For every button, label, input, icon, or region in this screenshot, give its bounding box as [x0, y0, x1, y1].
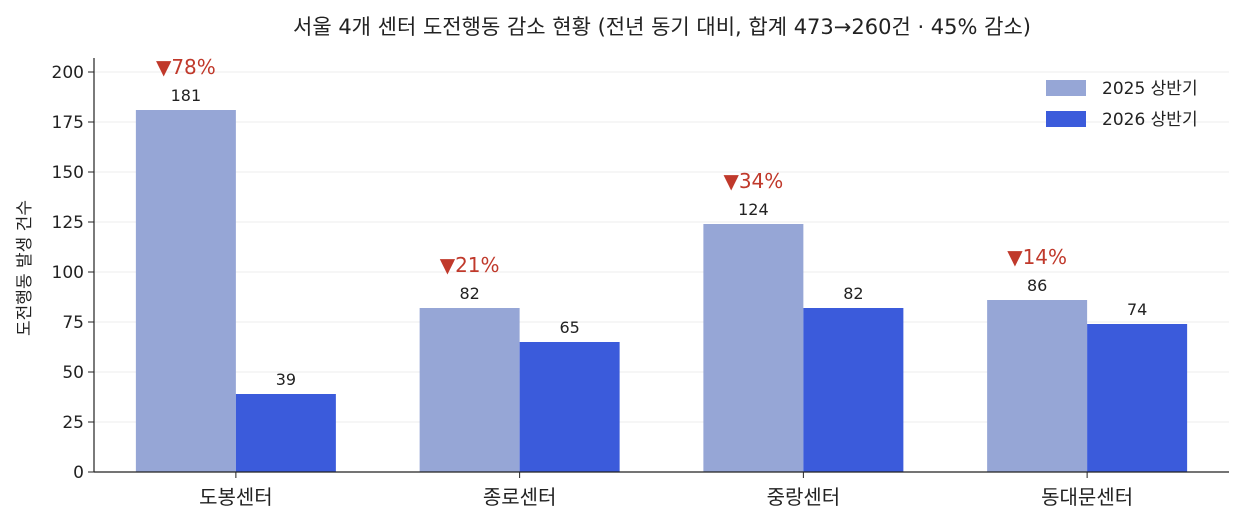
bar-value-label: 181: [171, 86, 202, 105]
legend-label: 2026 상반기: [1102, 110, 1198, 130]
legend-swatch: [1046, 111, 1086, 127]
axes: 0 25 50 75 100 125 150 175 200 도봉센터 종로센터 중랑센터 동대문센터: [52, 58, 1229, 509]
y-tick-label: 100: [52, 263, 84, 283]
legend-swatch: [1046, 80, 1086, 96]
y-tick-label: 25: [62, 413, 84, 433]
labels: 181 39 ▼78% 82 65 ▼21% 124 82 ▼34% 86 74 ▼14%: [156, 55, 1147, 389]
x-tick-label: 도봉센터: [199, 485, 273, 509]
y-axis-label: 도전행동 발생 건수: [15, 200, 35, 336]
x-tick-label: 동대문센터: [1041, 485, 1133, 509]
bar-value-label: 124: [738, 200, 769, 219]
y-tick-label: 175: [52, 113, 84, 133]
bar-2025: [419, 308, 520, 472]
bar-value-label: 65: [559, 318, 579, 337]
bars: [135, 110, 1188, 472]
bar-2025: [987, 300, 1088, 472]
bar-2025: [135, 110, 236, 472]
chart-title: 서울 4개 센터 도전행동 감소 현황 (전년 동기 대비, 합계 473→26…: [293, 15, 1031, 39]
bar-2026: [803, 308, 904, 472]
reduction-label: ▼78%: [156, 55, 216, 79]
bar-value-label: 86: [1027, 276, 1047, 295]
reduction-label: ▼14%: [1007, 245, 1067, 269]
reduction-label: ▼21%: [440, 253, 500, 277]
legend: 2025 상반기 2026 상반기: [1046, 79, 1198, 130]
y-tick-label: 0: [73, 463, 84, 483]
bar-2025: [703, 224, 804, 472]
y-tick-label: 150: [52, 163, 84, 183]
reduction-label: ▼34%: [723, 169, 783, 193]
y-tick-label: 125: [52, 213, 84, 233]
bar-value-label: 82: [843, 284, 863, 303]
bar-2026: [519, 342, 620, 472]
y-tick-label: 75: [62, 313, 84, 333]
bar-value-label: 39: [276, 370, 296, 389]
y-tick-label: 50: [62, 363, 84, 383]
legend-label: 2025 상반기: [1102, 79, 1198, 99]
bar-value-label: 82: [459, 284, 479, 303]
bar-2026: [235, 394, 336, 472]
y-tick-label: 200: [52, 63, 84, 83]
bar-value-label: 74: [1127, 300, 1147, 319]
x-tick-label: 종로센터: [483, 485, 557, 509]
x-tick-label: 중랑센터: [767, 485, 841, 509]
bar-2026: [1087, 324, 1188, 472]
